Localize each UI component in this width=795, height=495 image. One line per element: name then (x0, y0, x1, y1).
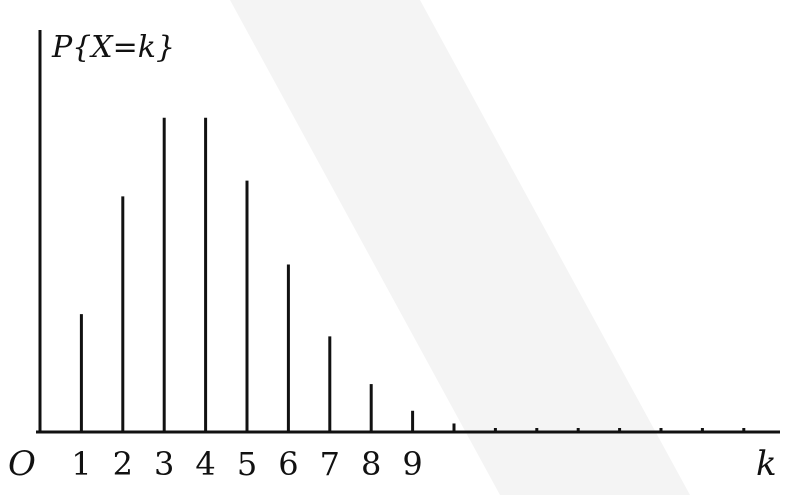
tick-label-5: 5 (237, 445, 257, 483)
y-axis-label: P{X=k} (51, 30, 175, 65)
x-axis-label: k (756, 444, 777, 484)
tick-label-4: 4 (195, 445, 215, 483)
tick-label-2: 2 (113, 445, 133, 483)
tick-label-7: 7 (320, 445, 340, 483)
tick-label-9: 9 (402, 445, 422, 483)
tick-label-8: 8 (361, 445, 381, 483)
watermark (230, 0, 690, 495)
bars-group (79, 117, 746, 432)
origin-label: O (8, 444, 36, 484)
tick-label-3: 3 (154, 445, 174, 483)
tick-label-1: 1 (71, 445, 91, 483)
tick-label-6: 6 (278, 445, 298, 483)
